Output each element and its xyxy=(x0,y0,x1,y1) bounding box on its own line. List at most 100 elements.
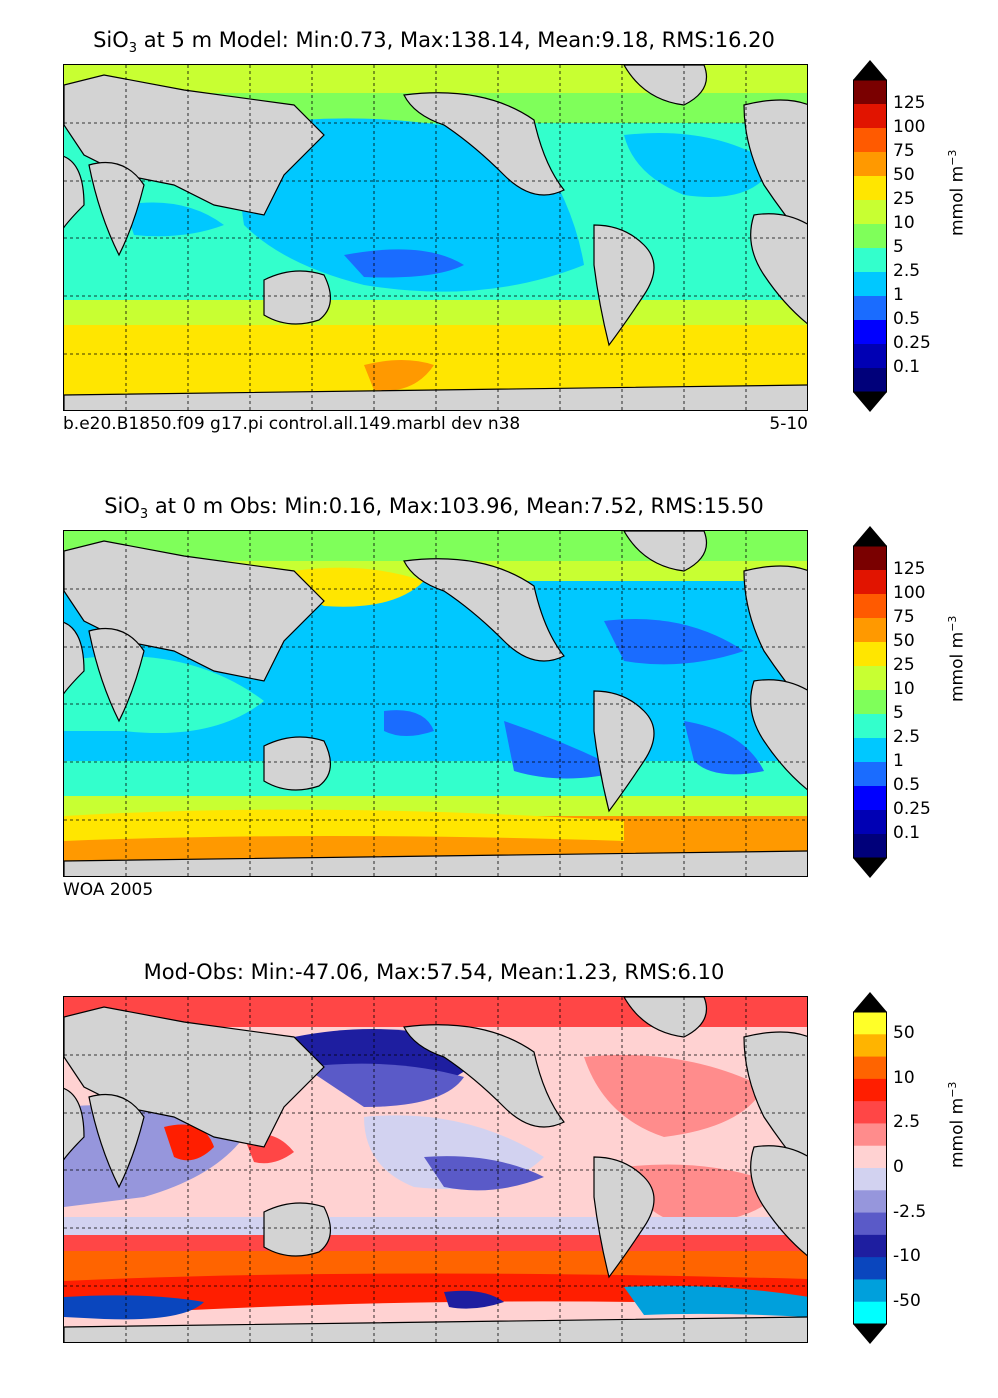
colorbar-tick-label: 0.1 xyxy=(893,823,921,843)
colorbar-band xyxy=(853,128,887,153)
panel-title: SiO3 at 5 m Model: Min:0.73, Max:138.14,… xyxy=(93,28,775,57)
colorbar-unit: mmol m−3 xyxy=(946,615,968,702)
colorbar-band xyxy=(853,546,887,571)
colorbar-tick-label: -50 xyxy=(893,1290,921,1311)
colorbar-svg xyxy=(853,60,887,412)
panel-title: Mod-Obs: Min:-47.06, Max:57.54, Mean:1.2… xyxy=(143,960,725,984)
colorbar-extend-min xyxy=(853,392,887,412)
colorbar-band xyxy=(853,618,887,643)
colorbar-band xyxy=(853,1168,887,1191)
colorbar-tick-label: 2.5 xyxy=(893,1112,921,1133)
colorbar-band xyxy=(853,200,887,225)
colorbar-band xyxy=(853,1056,887,1080)
colorbar-tick-label: 50 xyxy=(893,631,915,651)
colorbar-tick-label: 100 xyxy=(893,117,926,137)
colorbar-band xyxy=(853,1301,887,1325)
date-label: 5-10 xyxy=(769,414,808,434)
colorbar-band xyxy=(853,762,887,787)
colorbar-band xyxy=(853,368,887,393)
colorbar-tick-label: 25 xyxy=(893,189,915,209)
colorbar-band xyxy=(853,272,887,297)
colorbar-band xyxy=(853,594,887,619)
map-obs xyxy=(63,530,808,877)
colorbar-tick-label: 0.5 xyxy=(893,775,921,795)
colorbar-band xyxy=(853,248,887,273)
colorbar-tick-label: 50 xyxy=(893,165,915,185)
colorbar-tick-label: 50 xyxy=(893,1023,915,1044)
colorbar-tick-label: -2.5 xyxy=(893,1201,927,1222)
map-svg xyxy=(64,997,807,1342)
colorbar-tick-label: 0.5 xyxy=(893,309,921,329)
run-label: b.e20.B1850.f09 g17.pi control.all.149.m… xyxy=(63,414,521,434)
colorbar-band xyxy=(853,1190,887,1214)
colorbar-tick-label: 5 xyxy=(893,703,904,723)
colorbar-band xyxy=(853,1212,887,1236)
colorbar-tick-label: 0 xyxy=(893,1157,904,1177)
colorbar-band xyxy=(853,642,887,667)
colorbar xyxy=(853,526,887,878)
colorbar-band xyxy=(853,1279,887,1303)
colorbar-tick-label: 10 xyxy=(893,679,915,699)
colorbar-band xyxy=(853,1234,887,1258)
colorbar-unit: mmol m−3 xyxy=(946,149,968,236)
colorbar xyxy=(853,60,887,412)
colorbar-extend-max xyxy=(853,526,887,546)
map-svg xyxy=(64,65,807,410)
map-model xyxy=(63,64,808,411)
colorbar-tick-label: 125 xyxy=(893,93,926,113)
colorbar-tick-label: 1 xyxy=(893,285,904,305)
colorbar-band xyxy=(853,786,887,811)
colorbar-tick-label: 125 xyxy=(893,559,926,579)
colorbar-tick-label: 75 xyxy=(893,141,915,161)
colorbar-extend-min xyxy=(853,858,887,878)
colorbar-band xyxy=(853,714,887,739)
colorbar-band xyxy=(853,1123,887,1147)
colorbar-extend-min xyxy=(853,1324,887,1344)
map-diff xyxy=(63,996,808,1343)
source-label: WOA 2005 xyxy=(63,880,154,900)
colorbar-band xyxy=(853,1034,887,1058)
colorbar-band xyxy=(853,1145,887,1169)
colorbar-band xyxy=(853,80,887,105)
panel-obs: SiO3 at 0 m Obs: Min:0.16, Max:103.96, M… xyxy=(0,466,998,932)
colorbar-tick-label: 75 xyxy=(893,607,915,627)
colorbar-band xyxy=(853,810,887,835)
colorbar-tick-label: 0.25 xyxy=(893,799,931,819)
colorbar-svg xyxy=(853,992,887,1344)
colorbar-tick-label: 1 xyxy=(893,751,904,771)
colorbar-extend-max xyxy=(853,992,887,1012)
colorbar-tick-label: 10 xyxy=(893,213,915,233)
panel-model: SiO3 at 5 m Model: Min:0.73, Max:138.14,… xyxy=(0,0,998,466)
colorbar-band xyxy=(853,320,887,345)
colorbar-tick-label: 2.5 xyxy=(893,727,921,747)
map-svg xyxy=(64,531,807,876)
colorbar-band xyxy=(853,1012,887,1035)
colorbar-tick-label: 10 xyxy=(893,1067,915,1088)
colorbar-band xyxy=(853,666,887,691)
colorbar-band xyxy=(853,570,887,595)
colorbar-extend-max xyxy=(853,60,887,80)
colorbar-band xyxy=(853,1078,887,1102)
colorbar-tick-label: 0.1 xyxy=(893,357,921,377)
colorbar-band xyxy=(853,344,887,369)
colorbar xyxy=(853,992,887,1344)
panel-title: SiO3 at 0 m Obs: Min:0.16, Max:103.96, M… xyxy=(104,494,764,523)
colorbar-band xyxy=(853,296,887,321)
colorbar-band xyxy=(853,1257,887,1280)
colorbar-band xyxy=(853,1101,887,1124)
colorbar-tick-label: 100 xyxy=(893,583,926,603)
colorbar-tick-label: 25 xyxy=(893,655,915,675)
colorbar-band xyxy=(853,176,887,201)
colorbar-band xyxy=(853,224,887,249)
colorbar-band xyxy=(853,152,887,177)
colorbar-band xyxy=(853,104,887,129)
colorbar-band xyxy=(853,834,887,859)
colorbar-tick-label: 5 xyxy=(893,237,904,257)
colorbar-tick-label: -10 xyxy=(893,1246,921,1267)
colorbar-tick-label: 2.5 xyxy=(893,261,921,281)
colorbar-tick-label: 0.25 xyxy=(893,333,931,353)
panel-diff: Mod-Obs: Min:-47.06, Max:57.54, Mean:1.2… xyxy=(0,932,998,1398)
colorbar-band xyxy=(853,738,887,763)
colorbar-band xyxy=(853,690,887,715)
colorbar-svg xyxy=(853,526,887,878)
